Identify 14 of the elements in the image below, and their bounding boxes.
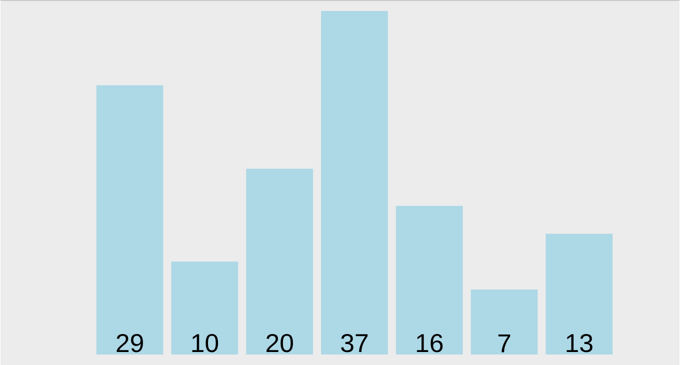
- data-label: 20: [266, 334, 293, 352]
- bar: [470, 289, 538, 354]
- bar: [171, 261, 238, 354]
- bar: [246, 168, 314, 354]
- bar: [96, 85, 164, 354]
- data-label: 16: [416, 334, 443, 352]
- bar: [546, 234, 613, 354]
- bar: [396, 206, 463, 354]
- data-label: 13: [566, 334, 592, 352]
- data-label: 37: [341, 334, 368, 352]
- bar: [321, 10, 388, 354]
- data-label: 29: [116, 334, 143, 352]
- data-label: 10: [192, 334, 218, 352]
- data-label: 7: [498, 334, 510, 352]
